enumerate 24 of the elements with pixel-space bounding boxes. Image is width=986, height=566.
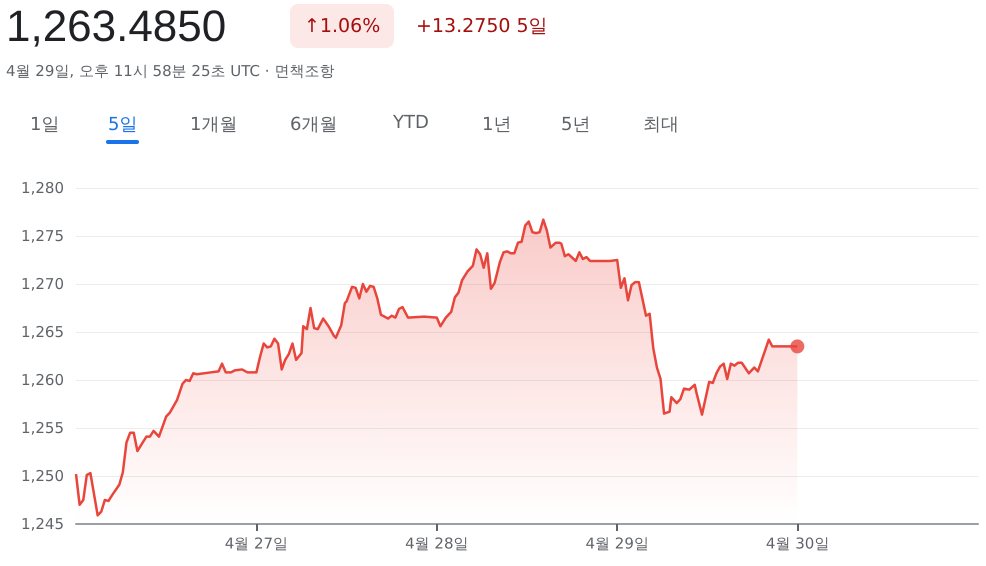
x-tick-label: 4월 30일: [766, 534, 830, 552]
y-tick-label: 1,270: [21, 275, 64, 293]
text: 최대: [643, 113, 679, 136]
text: 1개월: [190, 113, 238, 136]
text: 5년: [561, 113, 590, 136]
text: +13.2750 5일: [416, 14, 548, 39]
y-tick-label: 1,260: [21, 371, 64, 389]
y-tick-label: 1,245: [21, 515, 64, 533]
y-tick-label: 1,250: [21, 467, 64, 485]
text: 5일: [108, 113, 138, 136]
text: 1년: [482, 113, 512, 136]
text: 6개월: [290, 113, 338, 136]
chart-title: 1,263.4850: [6, 2, 226, 52]
y-tick-label: 1,255: [21, 419, 64, 437]
x-tick-label: 4월 28일: [405, 534, 469, 552]
y-tick-label: 1,275: [21, 227, 64, 245]
y-tick-label: 1,280: [21, 179, 64, 197]
x-tick-label: 4월 29일: [585, 534, 649, 552]
text: YTD: [393, 112, 429, 133]
y-tick-label: 1,265: [21, 323, 64, 341]
text: 1일: [30, 113, 60, 136]
x-tick-label: 4월 27일: [224, 534, 288, 552]
chart-subtitle: 4월 29일, 오후 11시 58분 25초 UTC · 면책조항: [6, 62, 334, 81]
text: ↑1.06%: [290, 4, 394, 48]
